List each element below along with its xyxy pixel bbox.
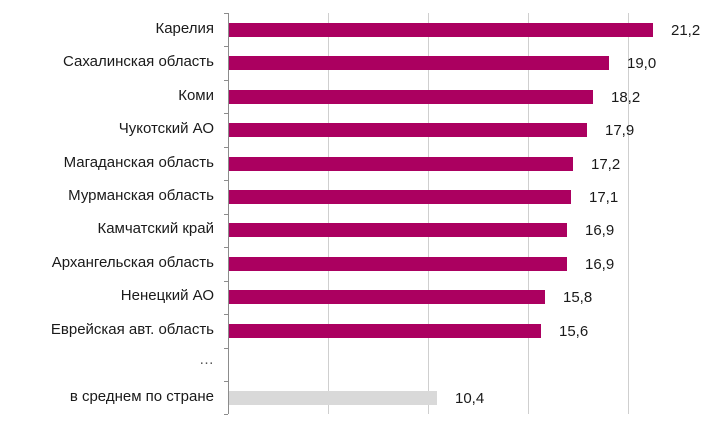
region-bar — [229, 257, 567, 271]
average-bar — [229, 391, 437, 405]
value-label: 10,4 — [455, 390, 485, 407]
category-label: Мурманская область — [68, 187, 214, 204]
axis-tick — [224, 348, 228, 349]
value-label: 16,9 — [585, 256, 615, 273]
value-label: 17,2 — [591, 156, 621, 173]
y-axis-line — [228, 13, 229, 414]
value-label: 18,2 — [611, 89, 641, 106]
category-label: Чукотский АО — [118, 120, 214, 137]
region-bar — [229, 223, 567, 237]
region-bar — [229, 157, 573, 171]
axis-tick — [224, 214, 228, 215]
value-label: 21,2 — [671, 22, 701, 39]
category-label: Еврейская авт. область — [50, 321, 214, 338]
value-label: 17,9 — [605, 122, 635, 139]
axis-tick — [224, 46, 228, 47]
axis-tick — [224, 180, 228, 181]
region-bar — [229, 23, 653, 37]
axis-tick — [224, 281, 228, 282]
axis-tick — [224, 147, 228, 148]
category-label: Камчатский край — [97, 220, 214, 237]
axis-tick — [224, 113, 228, 114]
region-bar — [229, 56, 609, 70]
gridline — [528, 13, 529, 414]
axis-tick — [224, 381, 228, 382]
axis-tick — [224, 247, 228, 248]
category-label: Архангельская область — [51, 254, 214, 271]
category-label: в среднем по стране — [69, 388, 214, 405]
category-label: … — [199, 351, 214, 368]
value-label: 15,6 — [559, 323, 589, 340]
gridline — [628, 13, 629, 414]
value-label: 16,9 — [585, 222, 615, 239]
axis-tick — [224, 314, 228, 315]
region-bar — [229, 190, 571, 204]
category-label: Магаданская область — [63, 154, 214, 171]
region-bar — [229, 90, 593, 104]
category-label: Ненецкий АО — [120, 287, 214, 304]
gridline — [428, 13, 429, 414]
value-label: 15,8 — [563, 289, 593, 306]
axis-tick — [224, 13, 228, 14]
axis-tick — [224, 80, 228, 81]
category-label: Сахалинская область — [63, 53, 214, 70]
gridline — [328, 13, 329, 414]
region-bar — [229, 290, 545, 304]
value-label: 17,1 — [589, 189, 619, 206]
region-bar — [229, 123, 587, 137]
category-label: Коми — [178, 87, 214, 104]
region-bar — [229, 324, 541, 338]
axis-tick — [224, 414, 228, 415]
value-label: 19,0 — [627, 55, 657, 72]
category-label: Карелия — [155, 20, 214, 37]
